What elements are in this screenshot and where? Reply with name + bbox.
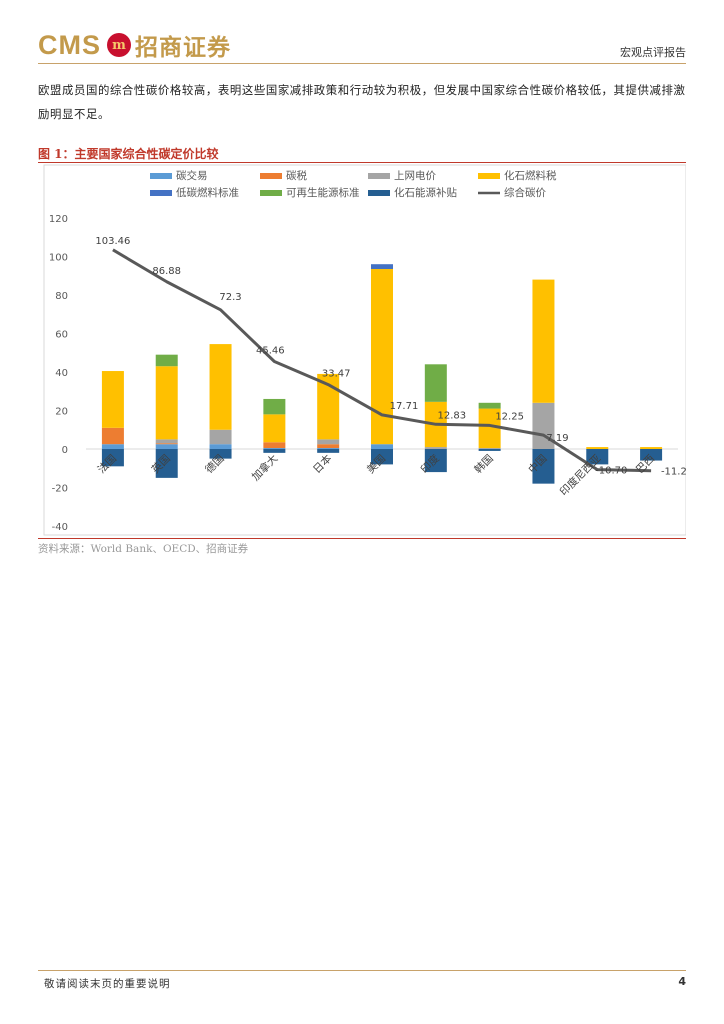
bar-segment-fossil_subsidy [209, 449, 232, 459]
line-data-label: 17.71 [390, 401, 419, 412]
bar-segment-fossil_subsidy [155, 449, 178, 478]
bar-segment-fossil_tax [478, 408, 501, 449]
bar-segment-fossil_subsidy [532, 449, 555, 484]
bar-segment-carbon_trading [317, 448, 340, 449]
y-tick-label: 60 [55, 330, 68, 341]
line-data-label: 86.88 [152, 266, 181, 277]
y-tick-label: 20 [55, 407, 68, 418]
figure-bottom-rule [38, 538, 686, 539]
bar-segment-carbon_tax [101, 427, 124, 445]
figure-top-rule [38, 162, 686, 163]
logo-badge-icon: m [107, 33, 131, 57]
body-paragraph: 欧盟成员国的综合性碳价格较高，表明这些国家减排政策和行动较为积极，但发展中国家综… [38, 83, 686, 121]
composite-price-line: 103.46 86.88 72.3 45.46 33.47 17.71 12.83 12.25… [95, 236, 693, 478]
legend-swatch [478, 173, 500, 179]
legend-swatch [150, 190, 172, 196]
legend-swatch [150, 173, 172, 179]
line-data-label: -10.70 [595, 466, 627, 477]
bar-segment-fossil_subsidy [478, 449, 501, 451]
page-header: CMS m 招商证券 宏观点评报告 [38, 26, 686, 66]
bar-segment-fossil_tax [101, 371, 124, 428]
bar-segment-carbon_trading [155, 444, 178, 449]
legend-swatch [368, 190, 390, 196]
bar-segment-fossil_subsidy [371, 449, 393, 465]
figure-title: 图 1：主要国家综合性碳定价比较 [38, 147, 219, 161]
legend-swatch [260, 190, 282, 196]
bar-segment-carbon_trading [371, 444, 393, 449]
line-data-label: 33.47 [322, 369, 351, 380]
figure-source: 资料来源：World Bank、OECD、招商证券 [38, 543, 249, 555]
bar-segment-fossil_tax [209, 344, 232, 430]
line-data-label: -11.29 [661, 467, 686, 478]
bar-segment-fossil_tax [586, 447, 609, 449]
bar-segment-fossil_subsidy [263, 449, 286, 453]
legend-label: 可再生能源标准 [286, 186, 360, 199]
y-tick-label: -20 [52, 484, 68, 495]
line-data-label: 72.3 [219, 292, 241, 303]
bar-segment-fossil_subsidy [586, 449, 609, 465]
legend-label: 低碳燃料标准 [176, 186, 239, 199]
y-tick-label: 100 [49, 253, 68, 264]
bar-segment-carbon_trading [263, 448, 286, 449]
bar-segment-fossil_subsidy [317, 449, 340, 453]
bar-segment-fossil_tax [317, 373, 340, 440]
y-tick-label: 40 [55, 368, 68, 379]
bar-segment-renewable_std [424, 364, 447, 402]
legend-label: 化石能源补贴 [394, 186, 457, 199]
legend-label: 上网电价 [394, 169, 436, 182]
bar-segment-grid_price [209, 429, 232, 445]
logo-company-name: 招商证券 [135, 34, 231, 61]
header-divider [38, 63, 686, 64]
composite-price-polyline [112, 248, 652, 473]
bar-segment-carbon_trading [209, 444, 232, 449]
bar-segment-renewable_std [155, 354, 178, 367]
y-tick-label: 120 [49, 214, 68, 225]
legend-label: 综合碳价 [504, 186, 546, 199]
bar-segment-carbon_tax [155, 443, 178, 445]
line-data-label: 12.83 [437, 410, 466, 421]
line-data-label: 12.25 [495, 411, 524, 422]
footer-divider [38, 970, 686, 971]
bar-segment-fossil_tax [532, 279, 555, 403]
bar-segment-fossil_tax [371, 269, 393, 445]
page-number: 4 [678, 975, 686, 988]
footer-note: 敬请阅读末页的重要说明 [44, 978, 171, 990]
chart-container: 碳交易 碳税 上网电价 化石燃料税低碳燃料标准 可再生能源标准 化石能源补贴 综合碳价 -4… [38, 163, 693, 539]
bar-segment-carbon_tax [317, 444, 340, 449]
bar-segment-grid_price [424, 447, 447, 449]
bar-segment-carbon_tax [263, 442, 286, 449]
y-tick-label: 80 [55, 291, 68, 302]
bar-segment-renewable_std [263, 398, 286, 415]
company-logo: CMS m 招商证券 [38, 28, 231, 62]
y-tick-label: 0 [62, 445, 68, 456]
chart-frame [43, 164, 687, 536]
y-tick-label: -40 [52, 522, 68, 533]
legend-label: 碳交易 [176, 169, 208, 182]
line-data-label: 7.19 [546, 433, 568, 444]
bar-segment-fossil_subsidy [640, 449, 663, 461]
bar-segment-grid_price [155, 439, 178, 444]
legend-swatch [368, 173, 390, 179]
bar-segment-fossil_tax [640, 447, 663, 449]
bar-segment-fossil_subsidy [424, 449, 447, 473]
bar-segment-grid_price [478, 448, 501, 449]
legend-swatch [260, 173, 282, 179]
bar-segment-grid_price [317, 439, 340, 445]
bar-segment-carbon_trading [101, 444, 124, 449]
report-type-label: 宏观点评报告 [620, 46, 686, 59]
legend-label: 化石燃料税 [504, 169, 557, 182]
line-data-label: 45.46 [256, 345, 285, 356]
bar-segment-fossil_subsidy [101, 449, 124, 467]
bar-segment-fossil_tax [263, 414, 286, 443]
bar-segment-low_carbon_std [371, 264, 393, 270]
legend-label: 碳税 [286, 169, 307, 182]
line-data-label: 103.46 [95, 236, 130, 247]
logo-cms-text: CMS [38, 29, 101, 60]
bar-segment-renewable_std [478, 402, 501, 409]
bar-segment-fossil_tax [155, 366, 178, 440]
